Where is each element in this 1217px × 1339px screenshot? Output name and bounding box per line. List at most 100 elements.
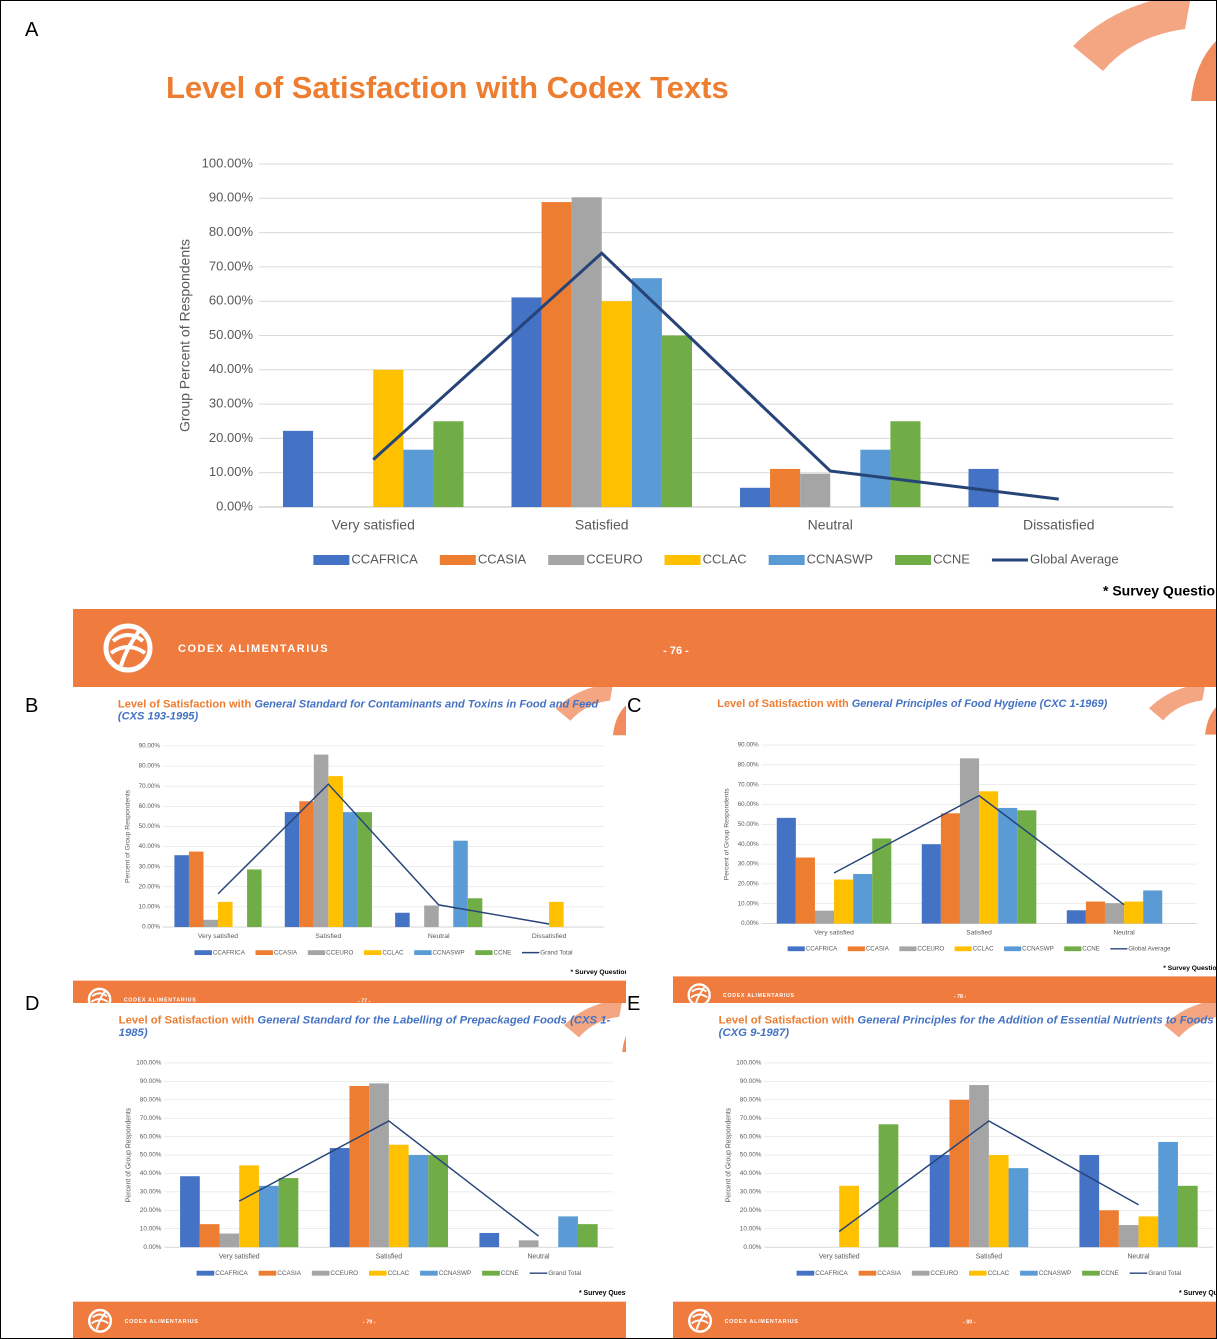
y-tick-label: 90.00%: [738, 742, 759, 749]
legend-swatch: [859, 1271, 877, 1276]
legend: CCAFRICACCASIACCEUROCCLACCCNASWPCCNEGlob…: [313, 551, 1118, 566]
legend-swatch: [1082, 1271, 1100, 1276]
y-tick-label: 80.00%: [740, 1096, 762, 1103]
bar: [343, 812, 358, 927]
bar: [328, 776, 343, 927]
bar: [409, 1155, 429, 1247]
page-number: - 79 -: [363, 1320, 376, 1326]
y-tick-label: 50.00%: [740, 1152, 762, 1159]
y-tick-label: 80.00%: [209, 224, 254, 239]
legend-label: CCNE: [494, 949, 512, 956]
chart-title: Level of Satisfaction with General Princ…: [717, 697, 1207, 709]
bar: [369, 1083, 389, 1247]
title-text: Level of Satisfaction with Codex Texts: [166, 71, 729, 105]
y-tick-label: 60.00%: [139, 803, 161, 810]
legend-swatch: [769, 555, 805, 565]
legend-label: CCNASWP: [433, 949, 465, 956]
y-axis-title: Percent of Group Respondents: [125, 1107, 132, 1202]
y-tick-label: 70.00%: [740, 1115, 762, 1122]
legend-label: CCNE: [933, 551, 970, 566]
bar: [403, 450, 433, 507]
legend-label: Grand Total: [1148, 1270, 1181, 1277]
x-tick-label: Satisfied: [966, 929, 992, 936]
y-tick-label: 30.00%: [740, 1189, 762, 1196]
slide: Level of Satisfaction with General Princ…: [673, 1003, 1217, 1339]
panel-letter: D: [25, 993, 39, 1016]
bar: [220, 1234, 240, 1248]
title-text: Level of Satisfaction with: [118, 698, 251, 710]
title-text: Level of Satisfaction with: [719, 1014, 855, 1026]
chart-title: Level of Satisfaction with General Princ…: [719, 1014, 1217, 1039]
bar: [578, 1224, 598, 1247]
bar: [979, 791, 998, 923]
bar: [960, 758, 979, 923]
bar: [1086, 902, 1105, 924]
title-text: Level of Satisfaction with: [717, 697, 848, 709]
y-tick-label: 50.00%: [139, 823, 161, 830]
x-tick-label: Neutral: [527, 1253, 550, 1260]
bar: [879, 1124, 899, 1247]
legend-label: CCAFRICA: [806, 945, 838, 952]
page-number: - 76 -: [663, 645, 689, 657]
legend-swatch: [1004, 946, 1021, 951]
slide: Level of Satisfaction with General Stand…: [73, 687, 626, 1003]
note: * Survey Question: [1103, 583, 1217, 599]
legend: CCAFRICACCASIACCEUROCCLACCCNASWPCCNEGran…: [797, 1270, 1182, 1277]
bar: [941, 813, 960, 923]
legend-label: CCLAC: [388, 1270, 410, 1277]
line: [373, 253, 1059, 499]
legend-label: CCASIA: [877, 1270, 901, 1277]
footer-label: CODEX ALIMENTARIUS: [725, 1319, 799, 1325]
bar: [770, 469, 800, 507]
y-axis-title: Percent of Group Respondents: [124, 789, 131, 883]
legend-label: CCEURO: [586, 551, 642, 566]
y-tick-label: 40.00%: [209, 361, 254, 376]
bar: [433, 421, 463, 507]
legend-label: CCNASWP: [807, 551, 873, 566]
bar: [572, 197, 602, 507]
legend-label: CCAFRICA: [213, 949, 246, 956]
x-tick-label: Neutral: [428, 933, 450, 940]
legend-label: CCASIA: [478, 551, 527, 566]
bar: [285, 812, 300, 927]
panel-letter: B: [25, 695, 38, 718]
bar: [424, 906, 439, 928]
y-tick-label: 30.00%: [139, 863, 161, 870]
bar: [542, 202, 572, 507]
bar: [389, 1145, 409, 1247]
bar: [1124, 902, 1143, 924]
y-tick-label: 0.00%: [216, 498, 253, 513]
bar: [740, 488, 770, 507]
y-tick-label: 100.00%: [202, 155, 254, 170]
legend-swatch: [475, 950, 492, 955]
legend-label: CCEURO: [331, 1270, 359, 1277]
y-tick-label: 60.00%: [140, 1133, 162, 1140]
y-axis-title: Percent of Group Respondents: [725, 1107, 732, 1202]
x-tick-label: Dissatisfied: [532, 933, 567, 940]
line: [218, 784, 549, 924]
legend-swatch: [364, 950, 381, 955]
legend-label: CCEURO: [326, 949, 353, 956]
y-tick-label: 80.00%: [139, 763, 161, 770]
y-axis-title: Percent of Group Respondents: [724, 788, 731, 880]
note: * Survey Question: [570, 969, 626, 976]
legend-label: CCNASWP: [1022, 945, 1054, 952]
y-tick-label: 90.00%: [139, 743, 161, 750]
bar: [930, 1155, 950, 1247]
legend-label: CCAFRICA: [215, 1270, 248, 1277]
legend-swatch: [899, 946, 916, 951]
y-tick-label: 20.00%: [738, 881, 759, 888]
y-tick-label: 0.00%: [143, 1244, 161, 1251]
legend-label: CCEURO: [917, 945, 944, 952]
x-tick-label: Neutral: [1113, 929, 1135, 936]
bar: [453, 841, 468, 927]
y-tick-label: 70.00%: [140, 1115, 162, 1122]
decor-arc: [1073, 1, 1191, 71]
bar: [1178, 1186, 1198, 1247]
x-tick-label: Dissatisfied: [1023, 517, 1095, 533]
title-box: Level of Satisfaction with General Stand…: [119, 1014, 625, 1058]
chart-title: Level of Satisfaction with General Stand…: [118, 698, 615, 722]
legend-swatch: [197, 1271, 215, 1276]
legend-swatch: [440, 555, 476, 565]
legend-label: CCASIA: [274, 949, 298, 956]
